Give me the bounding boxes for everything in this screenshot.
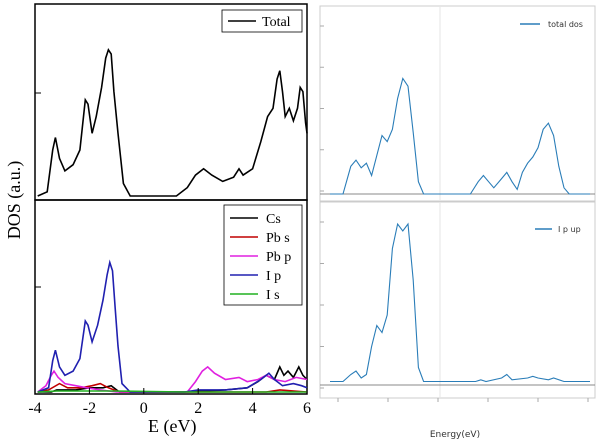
right-x-axis-label: Energy(eV) xyxy=(430,430,480,440)
legend-label-total: Total xyxy=(262,15,291,30)
left-bottom-xticks: -4 -2 0 2 4 6 xyxy=(28,388,311,417)
x-tick-label: 2 xyxy=(194,400,202,417)
legend-label-i-p: I p xyxy=(266,269,281,284)
series-line-pb-p xyxy=(37,365,308,393)
legend-box xyxy=(221,9,303,33)
y-axis-label: DOS (a.u.) xyxy=(4,161,25,240)
legend-label-pb-s: Pb s xyxy=(266,231,290,246)
series-line-i-p xyxy=(37,259,308,393)
left-bottom-series xyxy=(37,259,308,393)
series-line-i-s xyxy=(37,390,307,393)
legend-label-total-dos: total dos xyxy=(548,20,583,29)
x-tick-label: -4 xyxy=(28,400,41,417)
legend-box xyxy=(223,204,303,306)
right-bottom-panel: I p up xyxy=(319,201,596,402)
x-tick-label: -2 xyxy=(83,400,96,417)
left-top-series xyxy=(37,47,308,197)
series-line-i-p-up xyxy=(330,222,590,383)
x-axis-label: E (eV) xyxy=(148,416,196,437)
legend-label-i-p-up: I p up xyxy=(558,225,581,234)
x-tick-label: 6 xyxy=(303,400,311,417)
legend-label-pb-p: Pb p xyxy=(266,250,291,265)
right-top-frame xyxy=(319,5,596,202)
x-tick-label: 4 xyxy=(249,400,257,417)
left-bottom-legend: Cs Pb s Pb p I p I s xyxy=(223,204,303,306)
right-top-series xyxy=(330,77,590,195)
series-line-total-dos xyxy=(330,77,590,195)
right-bottom-frame xyxy=(319,201,596,399)
legend-label-i-s: I s xyxy=(266,288,280,303)
left-bottom-frame xyxy=(34,199,308,395)
right-top-yticks xyxy=(320,25,324,192)
series-line-total xyxy=(37,47,308,197)
legend-label-cs: Cs xyxy=(266,212,281,227)
right-top-panel: total dos xyxy=(319,5,596,202)
right-bottom-xticks xyxy=(337,398,589,402)
x-tick-label: 0 xyxy=(140,400,148,417)
left-top-legend: Total xyxy=(221,9,303,33)
right-bottom-series xyxy=(330,222,590,383)
left-top-frame xyxy=(34,3,308,201)
right-bottom-yticks xyxy=(320,221,324,389)
